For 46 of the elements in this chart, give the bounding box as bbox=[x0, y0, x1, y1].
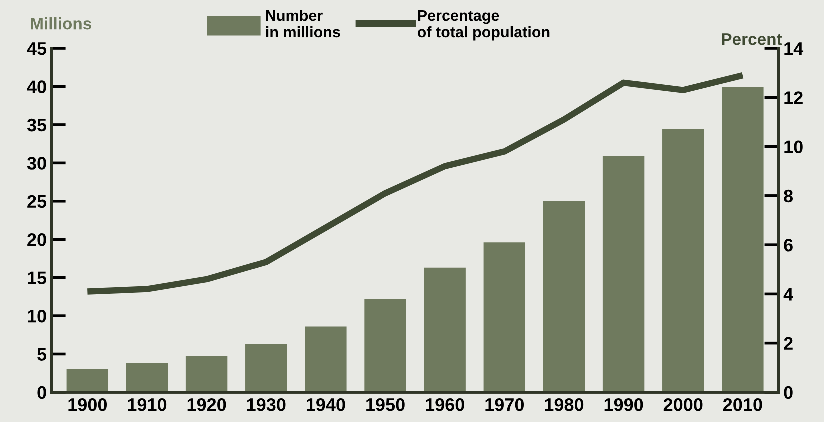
y-tick-label: 25 bbox=[28, 195, 47, 208]
y-tick-label: 5 bbox=[38, 348, 47, 361]
x-tick-label: 1940 bbox=[306, 398, 346, 412]
bar bbox=[602, 156, 645, 392]
bar bbox=[305, 326, 347, 392]
bar bbox=[424, 268, 466, 392]
y-tick-label: 0 bbox=[38, 386, 46, 400]
legend-label: Percentage of total population bbox=[418, 10, 550, 41]
y-tick-label: 30 bbox=[27, 157, 46, 170]
y-tick-label: 15 bbox=[28, 272, 47, 285]
bar bbox=[66, 370, 109, 392]
x-tick-label: 2010 bbox=[723, 398, 762, 412]
y-tick-label: 35 bbox=[27, 118, 47, 132]
y2-tick-label: 10 bbox=[784, 140, 803, 154]
y2-tick-label: 2 bbox=[784, 337, 793, 350]
x-tick-label: 1950 bbox=[366, 398, 405, 412]
x-tick-label: 1900 bbox=[68, 398, 107, 412]
bar bbox=[662, 130, 704, 392]
bar bbox=[186, 356, 228, 392]
y-tick-label: 10 bbox=[28, 310, 46, 323]
y2-tick-label: 0 bbox=[784, 386, 793, 400]
bar bbox=[126, 363, 168, 392]
y2-tick-label: 14 bbox=[784, 42, 804, 56]
y2-tick-label: 8 bbox=[784, 190, 794, 203]
y-axis-title: Millions bbox=[31, 18, 92, 30]
bar bbox=[364, 299, 406, 392]
legend-label: Number in millions bbox=[266, 10, 340, 38]
bar bbox=[484, 242, 526, 392]
y-tick-label: 40 bbox=[27, 80, 46, 94]
y-tick-label: 45 bbox=[27, 42, 47, 56]
bar bbox=[246, 344, 288, 392]
x-tick-label: 1910 bbox=[128, 398, 167, 412]
bar bbox=[543, 201, 586, 392]
bar bbox=[722, 88, 764, 392]
x-tick-label: 1960 bbox=[426, 398, 464, 412]
y2-tick-label: 4 bbox=[784, 288, 794, 301]
y2-tick-label: 6 bbox=[784, 238, 793, 252]
x-tick-label: 1920 bbox=[188, 398, 226, 412]
x-tick-label: 2000 bbox=[664, 398, 703, 412]
x-tick-label: 1990 bbox=[604, 398, 644, 412]
x-tick-label: 1980 bbox=[545, 398, 584, 412]
y2-axis-title: Percent bbox=[722, 34, 782, 46]
x-tick-label: 1930 bbox=[247, 398, 286, 412]
x-tick-label: 1970 bbox=[486, 398, 524, 412]
y-tick-label: 20 bbox=[28, 234, 46, 246]
y2-tick-label: 12 bbox=[784, 92, 803, 104]
